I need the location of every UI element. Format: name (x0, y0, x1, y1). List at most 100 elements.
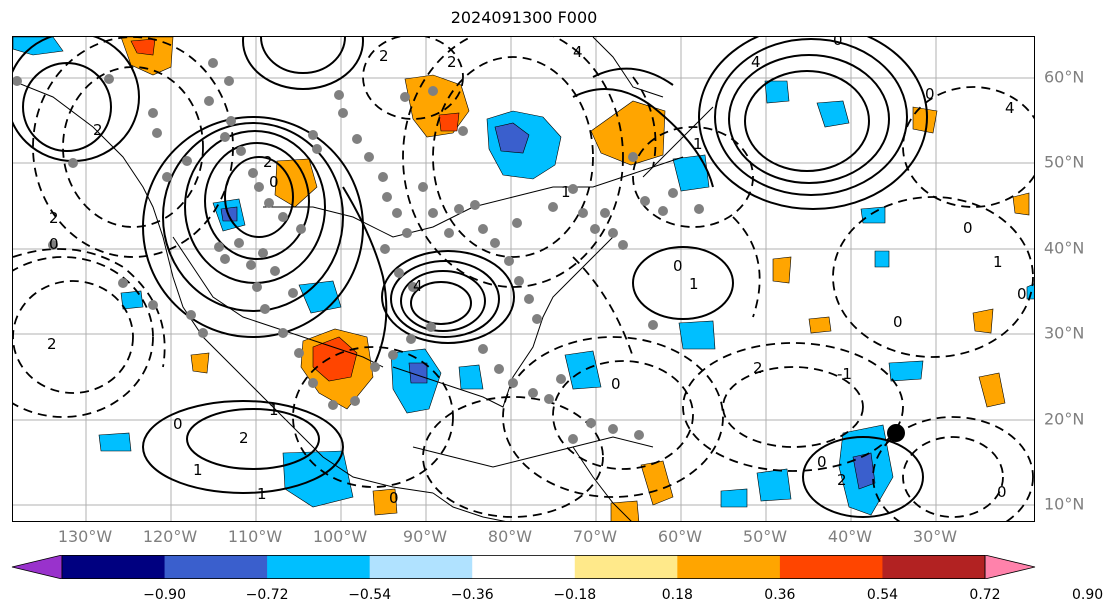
contour-value-label: 1 (257, 485, 267, 503)
station-dot (370, 362, 380, 372)
station-dot (294, 348, 304, 358)
solid-contours (13, 37, 928, 518)
station-dot (278, 328, 288, 338)
colorbar-tick-label: −0.54 (348, 587, 392, 603)
negative-anomaly-patch (494, 122, 530, 154)
negative-anomaly-patch (678, 320, 716, 350)
station-dot (296, 224, 306, 234)
station-dot (364, 152, 374, 162)
contour-value-label: 2 (263, 153, 273, 171)
contour-value-label: 1 (193, 461, 203, 479)
station-dot (668, 188, 678, 198)
map-panel: 2 4 0 4 2 0 2 0 0 0 2 1 2 1 0 0 1 0 0 -1 2 4 0 0 0 1 2 0 4 1 1 2 1 2 (12, 36, 1035, 522)
station-dot (226, 116, 236, 126)
station-dot (634, 430, 644, 440)
station-dot (470, 200, 480, 210)
station-dot (152, 128, 162, 138)
station-dot (248, 168, 258, 178)
positive-anomaly-patch (610, 500, 640, 521)
negative-anomaly-patch (816, 100, 850, 128)
longitude-label: 60°W (657, 527, 703, 546)
colorbar-tick-label: 0.72 (969, 587, 1001, 603)
negative-anomaly-patch (874, 250, 890, 268)
negative-anomaly-patch (13, 37, 64, 56)
contour-value-label: 0 (1017, 285, 1027, 303)
contour-value-label: 0 (963, 219, 973, 237)
latitude-label: 50°N (1044, 152, 1085, 172)
colorbar-tick-label: 0.54 (866, 587, 899, 603)
station-dot (378, 172, 388, 182)
positive-anomaly-patch (912, 106, 938, 134)
contour-value-label: 1 (693, 135, 703, 153)
station-dot (236, 146, 246, 156)
contour-value-label: 2 (447, 53, 457, 71)
contour-value-label: 0 (389, 489, 399, 507)
contour-value-label: 4 (751, 53, 761, 71)
contour-value-label: 0 (673, 257, 683, 275)
colorbar-segment (779, 555, 883, 579)
dashed-contours (13, 37, 1034, 521)
longitude-label: 120°W (142, 527, 198, 546)
station-dot (334, 90, 344, 100)
station-dot (350, 396, 360, 406)
station-dot (402, 228, 412, 238)
station-dot (494, 364, 504, 374)
negative-anomaly-patch (298, 280, 342, 314)
positive-anomaly-patch (372, 488, 398, 516)
station-dot (658, 206, 668, 216)
station-dot (600, 208, 610, 218)
colorbar-outline (61, 555, 986, 579)
latitude-label: 10°N (1044, 494, 1085, 514)
colorbar-segment (267, 555, 371, 579)
contour-value-label: 0 (611, 375, 621, 393)
station-dot (454, 204, 464, 214)
contour-value-label: 4 (413, 277, 423, 295)
station-dot (648, 320, 658, 330)
negative-anomaly-patch (756, 468, 792, 502)
station-dot (478, 344, 488, 354)
negative-anomaly-patch (720, 488, 748, 508)
station-dot (608, 228, 618, 238)
station-dot (418, 182, 428, 192)
longitude-label: 100°W (312, 527, 368, 546)
station-dot (528, 388, 538, 398)
station-dot (548, 202, 558, 212)
storm-center-marker (887, 424, 905, 442)
contour-value-label: 2 (49, 209, 59, 227)
negative-anomaly-patch (408, 362, 428, 384)
contour-value-label: 2 (93, 121, 103, 139)
station-dot (258, 248, 268, 258)
station-dot (288, 288, 298, 298)
station-dot (182, 156, 192, 166)
positive-anomaly-patch (972, 308, 994, 334)
longitude-label: 50°W (742, 527, 788, 546)
shaded-fields (13, 37, 1034, 521)
colorbar-tick-label: 0.90 (1071, 587, 1104, 603)
contour-value-label: 2 (47, 335, 57, 353)
station-dot (694, 204, 704, 214)
positive-anomaly-patch (772, 256, 792, 284)
contour-value-label: 4 (1005, 99, 1015, 117)
station-dot (508, 378, 518, 388)
station-dot (408, 282, 418, 292)
station-dot (388, 350, 398, 360)
negative-anomaly-patch (564, 350, 602, 390)
station-dot (338, 108, 348, 118)
station-dot (246, 260, 256, 270)
station-dot (48, 240, 58, 250)
contour-value-label: 4 (573, 43, 583, 61)
station-dot (312, 144, 322, 154)
station-dot (568, 184, 578, 194)
contour-value-label: 1 (689, 275, 699, 293)
station-dot (208, 58, 218, 68)
station-dot (556, 374, 566, 384)
contour-value-label: 0 (173, 415, 183, 433)
station-dot (380, 244, 390, 254)
longitude-label: 110°W (227, 527, 283, 546)
station-dot (198, 328, 208, 338)
colorbar-tick-label: −0.90 (143, 587, 186, 603)
contour-value-label: -1 (837, 365, 852, 383)
positive-anomaly-patch (190, 352, 210, 374)
